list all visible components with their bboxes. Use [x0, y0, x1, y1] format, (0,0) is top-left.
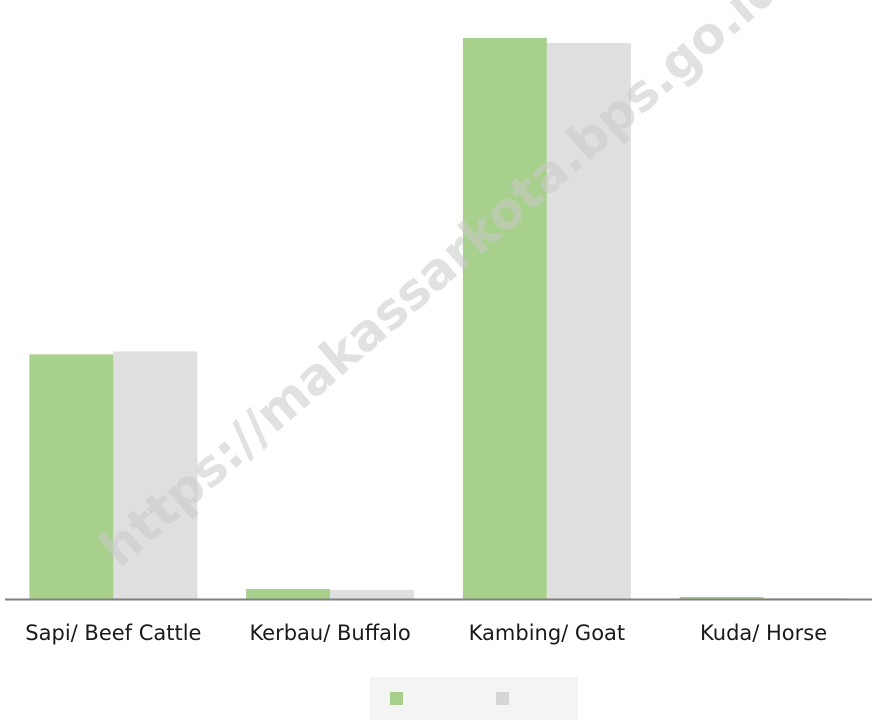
watermark: https://makassarkota.bps.go.id	[89, 0, 792, 578]
category-label: Sapi/ Beef Cattle	[25, 621, 201, 645]
bar-series1-1	[246, 589, 331, 599]
bar-series2-0	[113, 351, 198, 599]
bar-series1-2	[462, 38, 547, 599]
category-label: Kambing/ Goat	[469, 621, 626, 645]
bar-series2-2	[546, 43, 631, 599]
bar-series1-0	[29, 354, 114, 599]
legend	[370, 677, 578, 720]
bars-group	[29, 38, 848, 599]
legend-background	[370, 677, 578, 720]
bar-series1-3	[679, 597, 764, 599]
category-label: Kuda/ Horse	[700, 621, 827, 645]
category-labels: Sapi/ Beef Cattle Kerbau/ Buffalo Kambing/…	[25, 621, 827, 645]
bar-series2-1	[330, 590, 415, 599]
category-label: Kerbau/ Buffalo	[249, 621, 410, 645]
legend-marker-series1	[390, 692, 403, 705]
legend-marker-series2	[496, 692, 509, 705]
